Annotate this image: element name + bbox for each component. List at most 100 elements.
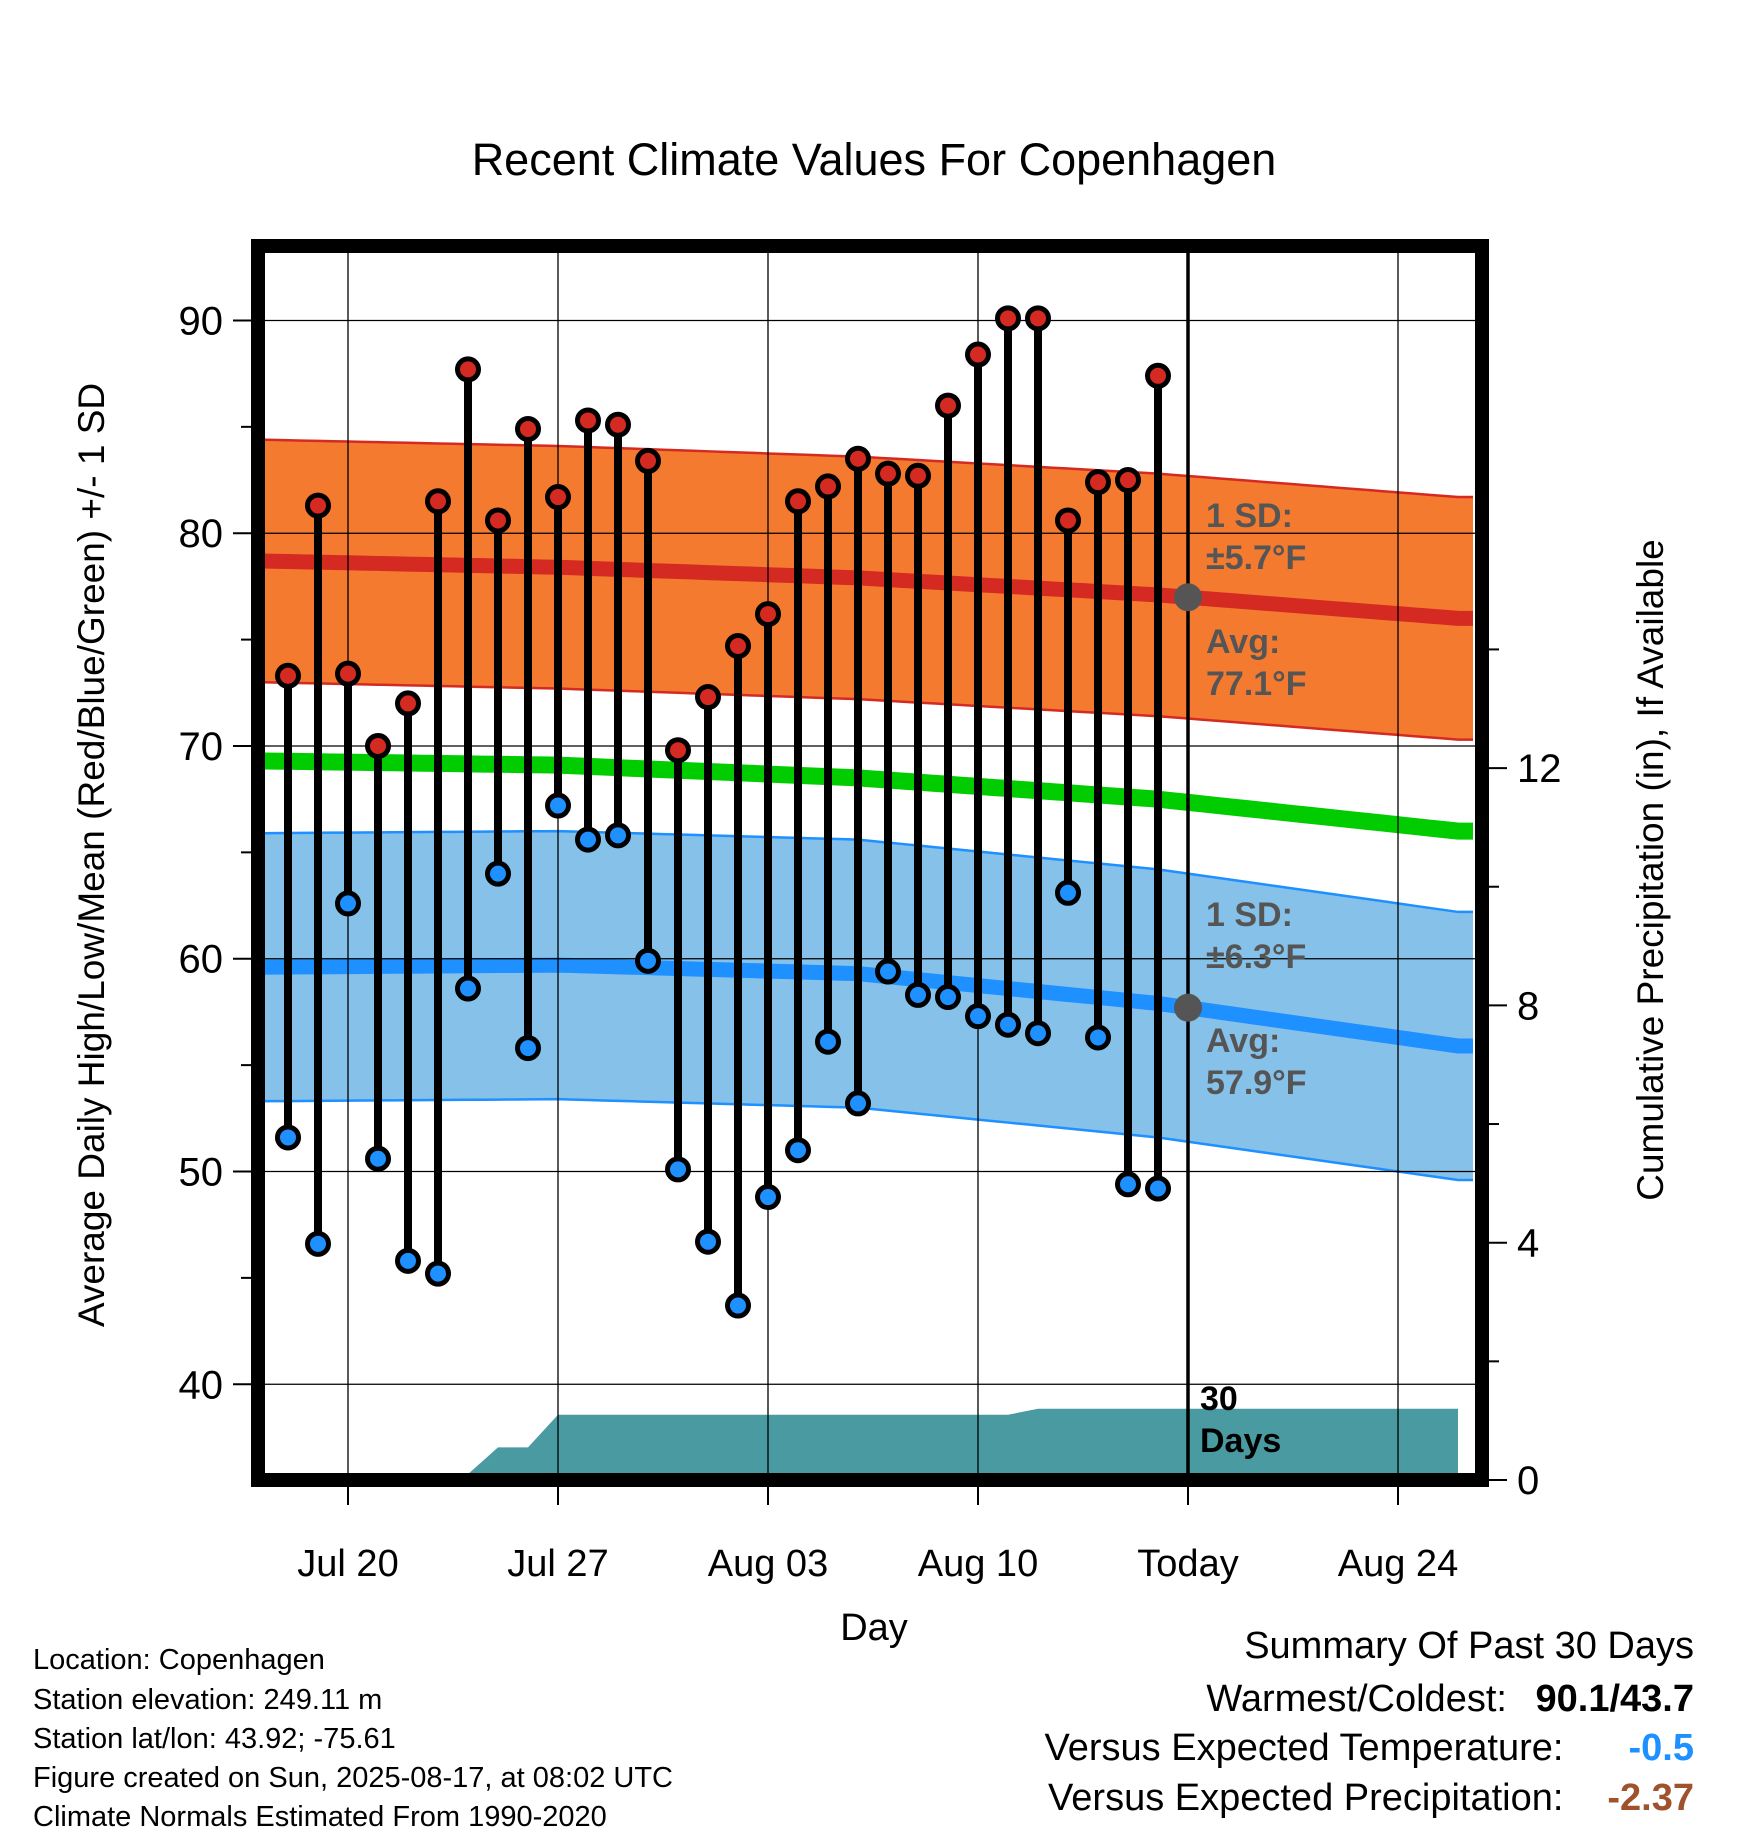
low-temp-dot — [305, 1230, 331, 1257]
summary-precip-label: Versus Expected Precipitation: — [1048, 1777, 1564, 1819]
days-label-number: 30 — [1200, 1380, 1238, 1418]
low-temp-dot — [395, 1247, 421, 1274]
summary-title: Summary Of Past 30 Days — [1244, 1625, 1694, 1667]
y-tick-label: 70 — [179, 725, 224, 769]
low-sd-label: 1 SD: — [1206, 896, 1293, 934]
y-tick-label: 80 — [179, 512, 224, 556]
normal-mean-line — [258, 752, 1473, 840]
high-temp-dot — [665, 737, 691, 764]
high-temp-dot — [695, 684, 721, 711]
x-tick-label: Jul 20 — [297, 1543, 398, 1585]
high-temp-dot — [575, 407, 601, 434]
high-temp-dot — [365, 732, 391, 759]
grid — [258, 246, 1482, 1480]
low-temp-dot — [845, 1090, 871, 1117]
low-temp-dot — [1025, 1020, 1051, 1047]
high-avg-value: 77.1°F — [1206, 665, 1307, 703]
y2-tick-label: 8 — [1517, 984, 1539, 1028]
high-temp-dot — [425, 488, 451, 515]
low-temp-dot — [1115, 1171, 1141, 1198]
low-temp-dot — [425, 1260, 451, 1287]
x-tick-label: Jul 27 — [507, 1543, 608, 1585]
high-temp-dot — [545, 484, 571, 511]
high-temp-dot — [815, 473, 841, 500]
high-temp-dot — [725, 632, 751, 659]
high-temp-dot — [275, 662, 301, 689]
high-temp-dot — [995, 305, 1021, 332]
low-temp-dot — [1145, 1175, 1171, 1202]
plot-frame — [251, 239, 1489, 1487]
high-temp-dot — [635, 447, 661, 474]
axes: 40 50 60 70 80 90 0 4 8 12 Jul 20 Jul 27 Aug 03 Aug 1… — [179, 299, 1562, 1585]
high-temp-dot — [395, 690, 421, 717]
low-temp-dot — [545, 792, 571, 819]
low-temp-dot — [515, 1035, 541, 1062]
x-tick-label: Aug 03 — [708, 1543, 828, 1585]
low-temp-dot — [905, 981, 931, 1008]
high-temp-dot — [785, 488, 811, 515]
low-temp-dot — [875, 958, 901, 985]
low-sd-band — [258, 831, 1473, 1181]
today-high-avg-marker — [1174, 583, 1202, 612]
y-axis-label: Average Daily High/Low/Mean (Red/Blue/Gr… — [71, 383, 112, 1327]
y-tick-label: 40 — [179, 1363, 224, 1407]
low-temp-dot — [485, 860, 511, 887]
high-temp-dot — [965, 341, 991, 368]
high-temp-dot — [515, 415, 541, 442]
low-temp-dot — [635, 947, 661, 974]
x-tick-label: Today — [1137, 1543, 1238, 1585]
low-temp-dot — [1085, 1024, 1111, 1051]
high-temp-dot — [1055, 507, 1081, 534]
summary-warmest-label: Warmest/Coldest: — [1206, 1678, 1507, 1720]
chart-title: Recent Climate Values For Copenhagen — [472, 134, 1277, 185]
high-temp-dot — [485, 507, 511, 534]
y2-tick-label: 4 — [1517, 1222, 1539, 1266]
today-low-avg-marker — [1174, 993, 1202, 1022]
low-temp-dot — [575, 826, 601, 853]
high-temp-dot — [1145, 362, 1171, 389]
days-label-word: Days — [1200, 1422, 1281, 1460]
info-normals: Climate Normals Estimated From 1990-2020 — [33, 1801, 607, 1833]
normal-high-line — [258, 553, 1473, 626]
y-tick-label: 90 — [179, 299, 224, 343]
low-temp-dot — [935, 984, 961, 1011]
summary-temp: Versus Expected Temperature: -0.5 — [1045, 1729, 1694, 1767]
high-temp-dot — [1085, 469, 1111, 496]
high-temp-dot — [905, 462, 931, 489]
high-temp-dot — [935, 392, 961, 419]
info-elevation: Station elevation: 249.11 m — [33, 1684, 383, 1716]
x-tick-label: Aug 10 — [918, 1543, 1038, 1585]
low-temp-dot — [725, 1292, 751, 1319]
low-sd-band-upper-edge — [258, 829, 1473, 914]
high-temp-dot — [335, 660, 361, 687]
low-temp-dot — [815, 1028, 841, 1055]
low-temp-dot — [785, 1137, 811, 1164]
high-temp-dot — [305, 492, 331, 519]
low-temp-dot — [455, 975, 481, 1002]
low-temp-dot — [335, 890, 361, 917]
high-temp-dot — [455, 356, 481, 383]
high-temp-dot — [845, 445, 871, 472]
normal-low-line — [258, 957, 1473, 1054]
y2-tick-label: 12 — [1517, 747, 1562, 791]
low-temp-dot — [755, 1184, 781, 1211]
normal-lines — [258, 553, 1473, 1054]
summary-precip-value: -2.37 — [1607, 1777, 1694, 1819]
x-axis-label: Day — [840, 1607, 908, 1649]
high-temp-dot — [605, 411, 631, 438]
high-temp-dot — [875, 460, 901, 487]
summary-warmest-value: 90.1/43.7 — [1535, 1678, 1694, 1720]
daily-stems — [284, 318, 1162, 1306]
y2-tick-label: 0 — [1517, 1459, 1539, 1503]
low-temp-dot — [695, 1228, 721, 1255]
high-temp-dot — [755, 601, 781, 628]
chart-text: Recent Climate Values For Copenhagen Day… — [71, 134, 1671, 1649]
x-tick-label: Aug 24 — [1338, 1543, 1458, 1585]
high-sd-label: 1 SD: — [1206, 497, 1293, 535]
high-temp-dot — [1025, 305, 1051, 332]
low-temp-dot — [965, 1003, 991, 1030]
high-sd-value: ±5.7°F — [1206, 539, 1306, 577]
info-location: Location: Copenhagen — [33, 1644, 325, 1676]
low-avg-value: 57.9°F — [1206, 1064, 1307, 1102]
